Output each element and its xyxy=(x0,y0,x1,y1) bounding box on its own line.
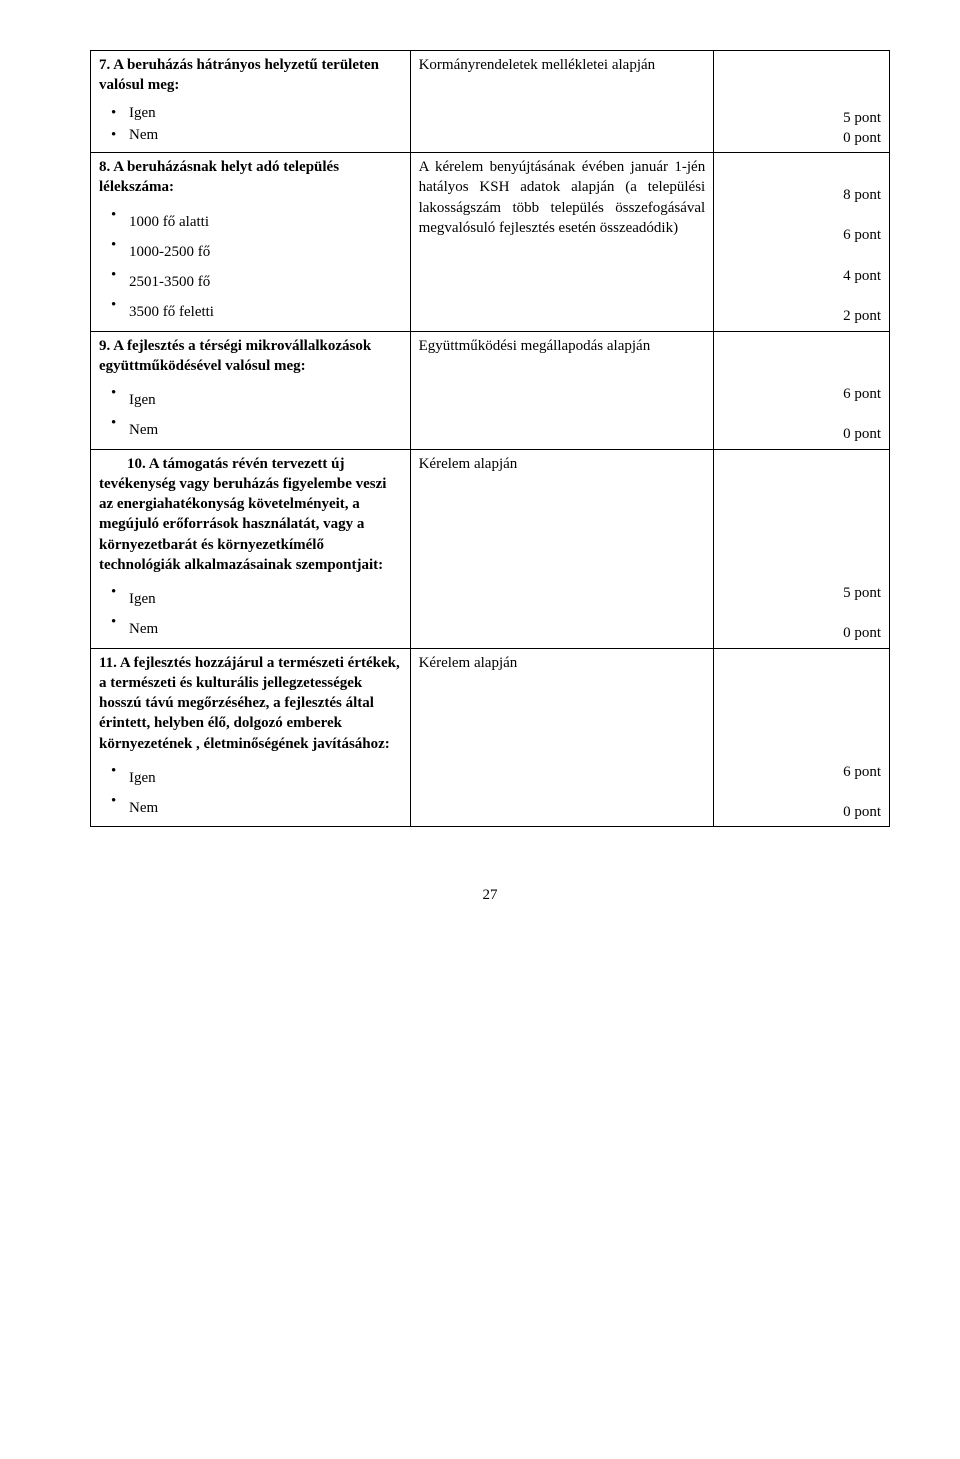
bullet-list: IgenNem xyxy=(99,102,402,147)
points-cell: 6 pont 0 pont xyxy=(714,648,890,827)
criteria-cell: 7. A beruházás hátrányos helyzetű terüle… xyxy=(91,51,411,153)
page-number: 27 xyxy=(90,887,890,904)
points-cell: 6 pont 0 pont xyxy=(714,331,890,449)
bullet-item: Igen xyxy=(99,581,402,611)
points-cell: 5 pont 0 pont xyxy=(714,449,890,648)
criteria-table: 7. A beruházás hátrányos helyzetű terüle… xyxy=(90,50,890,827)
bullet-item: Igen xyxy=(99,102,402,124)
bullet-item: 3500 fő feletti xyxy=(99,294,402,324)
bullet-item: Igen xyxy=(99,760,402,790)
bullet-list: IgenNem xyxy=(99,581,402,642)
bullet-item: 1000-2500 fő xyxy=(99,234,402,264)
bullet-list: IgenNem xyxy=(99,760,402,821)
criteria-cell: 10. A támogatás révén tervezett új tevék… xyxy=(91,449,411,648)
source-cell: Kormányrendeletek mellékletei alapján xyxy=(410,51,714,153)
points-cell: 5 pont 0 pont xyxy=(714,51,890,153)
bullet-item: Nem xyxy=(99,124,402,146)
source-cell: Kérelem alapján xyxy=(410,449,714,648)
criteria-cell: 8. A beruházásnak helyt adó település lé… xyxy=(91,153,411,332)
bullet-item: 1000 fő alatti xyxy=(99,204,402,234)
criteria-cell: 11. A fejlesztés hozzájárul a természeti… xyxy=(91,648,411,827)
bullet-item: Igen xyxy=(99,382,402,412)
criteria-cell: 9. A fejlesztés a térségi mikrovállalkoz… xyxy=(91,331,411,449)
bullet-list: IgenNem xyxy=(99,382,402,443)
bullet-item: Nem xyxy=(99,790,402,820)
bullet-item: 2501-3500 fő xyxy=(99,264,402,294)
bullet-list: 1000 fő alatti1000-2500 fő2501-3500 fő35… xyxy=(99,204,402,325)
source-cell: Kérelem alapján xyxy=(410,648,714,827)
points-cell: 8 pont 6 pont 4 pont 2 pont xyxy=(714,153,890,332)
bullet-item: Nem xyxy=(99,412,402,442)
bullet-item: Nem xyxy=(99,611,402,641)
source-cell: A kérelem benyújtásának évében január 1-… xyxy=(410,153,714,332)
source-cell: Együttműködési megállapodás alapján xyxy=(410,331,714,449)
